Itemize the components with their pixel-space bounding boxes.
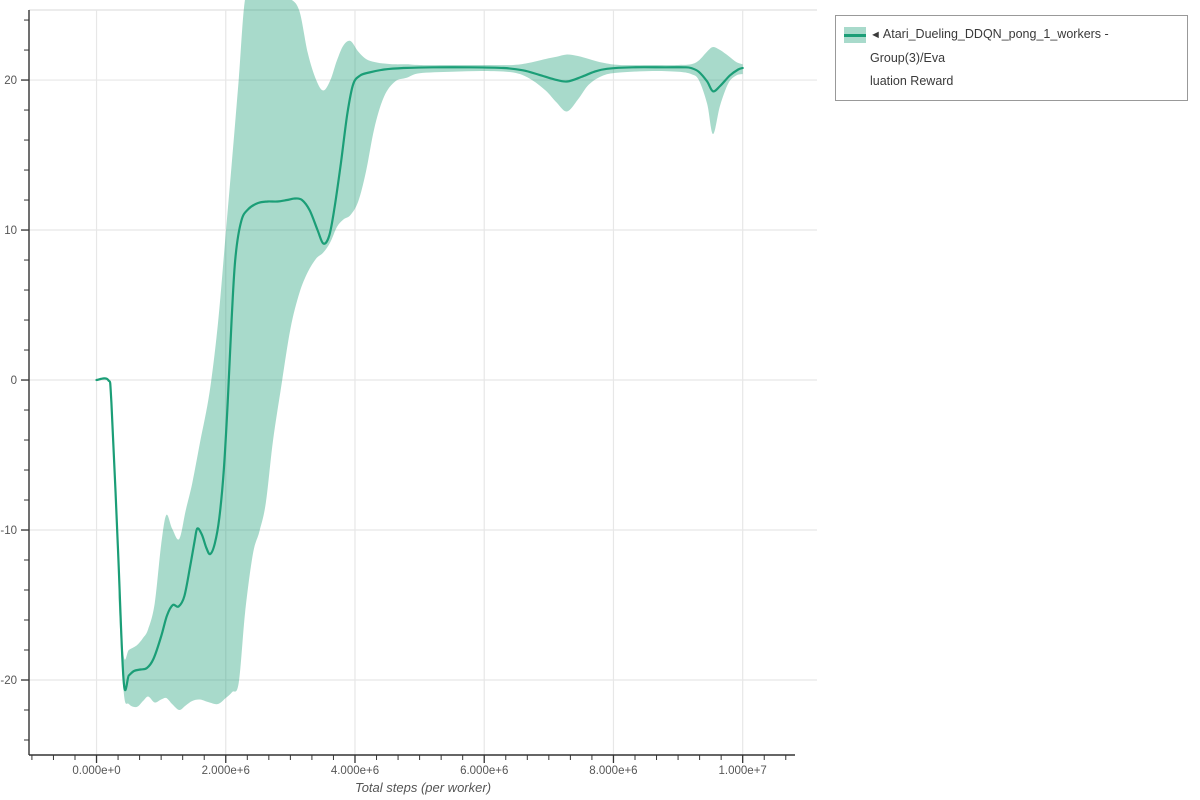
axis-ticks xyxy=(21,19,787,763)
axes-lines xyxy=(28,10,795,756)
y-tick-label: 20 xyxy=(4,75,17,87)
gridlines xyxy=(29,10,817,755)
confidence-band xyxy=(118,0,743,711)
x-tick-label: 1.000e+7 xyxy=(719,765,767,777)
legend-item-evaluation-reward[interactable]: ◄ Atari_Dueling_DDQN_pong_1_workers - Gro… xyxy=(844,23,1177,93)
legend-collapse-marker: ◄ xyxy=(870,29,881,41)
series-line-sample xyxy=(844,33,866,37)
plot-area[interactable] xyxy=(29,10,817,755)
legend-label-line1: Atari_Dueling_DDQN_pong_1_workers - Grou… xyxy=(870,27,1109,65)
legend-label-line2: luation Reward xyxy=(870,74,954,88)
x-axis-title: Total steps (per worker) xyxy=(354,780,492,795)
reward-line xyxy=(95,66,744,692)
x-tick-label: 6.000e+6 xyxy=(460,765,508,777)
y-tick-label: -10 xyxy=(0,525,17,537)
x-tick-label: 4.000e+6 xyxy=(331,765,379,777)
tick-labels: 0.000e+0 2.000e+6 4.000e+6 6.000e+6 8.000e+6… xyxy=(0,75,766,777)
x-tick-label: 8.000e+6 xyxy=(589,765,637,777)
y-tick-label: -20 xyxy=(0,675,17,687)
legend-box: ◄ Atari_Dueling_DDQN_pong_1_workers - Gro… xyxy=(835,15,1188,101)
y-tick-label: 0 xyxy=(11,375,17,387)
x-tick-label: 0.000e+0 xyxy=(72,765,120,777)
x-tick-label: 2.000e+6 xyxy=(202,765,250,777)
legend-label: ◄ Atari_Dueling_DDQN_pong_1_workers - Gro… xyxy=(870,23,1177,93)
y-tick-label: 10 xyxy=(4,225,17,237)
series-color-swatch xyxy=(844,27,866,43)
